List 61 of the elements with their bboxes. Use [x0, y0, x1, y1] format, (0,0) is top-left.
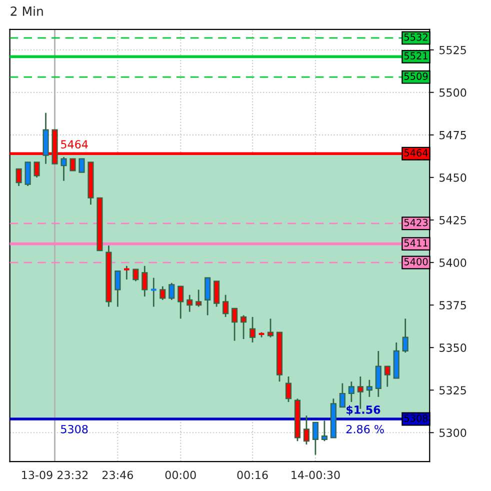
ref-line-label: 5532: [404, 33, 428, 41]
candlestick: [339, 382, 346, 408]
candlestick: [186, 294, 193, 313]
y-tick-label: 5375: [440, 301, 466, 310]
candlestick: [348, 380, 354, 403]
candlestick: [214, 280, 220, 308]
y-tick-label: 5525: [440, 46, 466, 54]
candlestick: [178, 286, 184, 320]
candlestick: [16, 168, 22, 187]
candlestick: [168, 282, 175, 301]
candlestick: [267, 318, 274, 338]
candlestick: [196, 289, 202, 308]
candlestick: [122, 265, 130, 280]
annotation: 5308: [61, 424, 88, 434]
annotation: 5464: [61, 140, 88, 149]
candlestick: [366, 379, 372, 398]
ref-line-label: 5464: [404, 149, 428, 156]
candlestick: [384, 366, 390, 388]
x-tick-label: 14-00:30: [292, 470, 340, 480]
candlestick: [285, 376, 292, 403]
x-tick-label: 13-09 23:32: [22, 470, 88, 480]
candlestick: [160, 286, 166, 301]
candlestick: [303, 414, 310, 446]
x-tick-label: 23:46: [102, 470, 134, 480]
x-tick-label: 00:00: [165, 470, 196, 480]
ref-line-label: 5411: [404, 239, 428, 247]
candlestick: [24, 161, 31, 187]
candlestick: [375, 350, 382, 398]
y-tick-label: 5450: [440, 173, 466, 182]
ref-line-label: 5521: [404, 52, 428, 60]
candlestick: [204, 277, 211, 316]
candlestick: [321, 420, 328, 442]
ref-line-label: 5509: [404, 72, 428, 80]
candlestick: [222, 294, 229, 318]
candlestick: [250, 316, 256, 344]
y-tick-label: 5300: [440, 428, 466, 437]
candlestick: [70, 158, 76, 172]
candlestick: [240, 314, 247, 340]
y-tick-label: 5425: [440, 216, 466, 224]
candlestick: [142, 265, 148, 298]
annotation: $1.56: [346, 405, 380, 416]
ref-line-label: 5308: [404, 414, 428, 422]
y-tick-label: 5475: [440, 131, 466, 140]
candlestick: [402, 318, 408, 354]
candlestick: [150, 277, 158, 308]
chart-title: 2 Min: [10, 6, 43, 16]
candlestick: [60, 156, 67, 182]
x-tick-label: 00:16: [237, 470, 268, 480]
y-tick-label: 5400: [440, 258, 466, 267]
ref-line-label: 5400: [404, 258, 428, 266]
candlestick: [78, 158, 85, 173]
candlestick: [114, 270, 121, 308]
ref-line-label: 5423: [404, 218, 428, 226]
y-tick-label: 5325: [440, 386, 466, 394]
candlestick: [232, 308, 238, 342]
y-tick-label: 5350: [440, 344, 466, 352]
candlestick: [34, 161, 40, 178]
annotation: 2.86 %: [346, 424, 384, 434]
y-tick-label: 5500: [440, 88, 466, 97]
candlestick: [312, 422, 318, 456]
candlestick: [132, 268, 139, 282]
